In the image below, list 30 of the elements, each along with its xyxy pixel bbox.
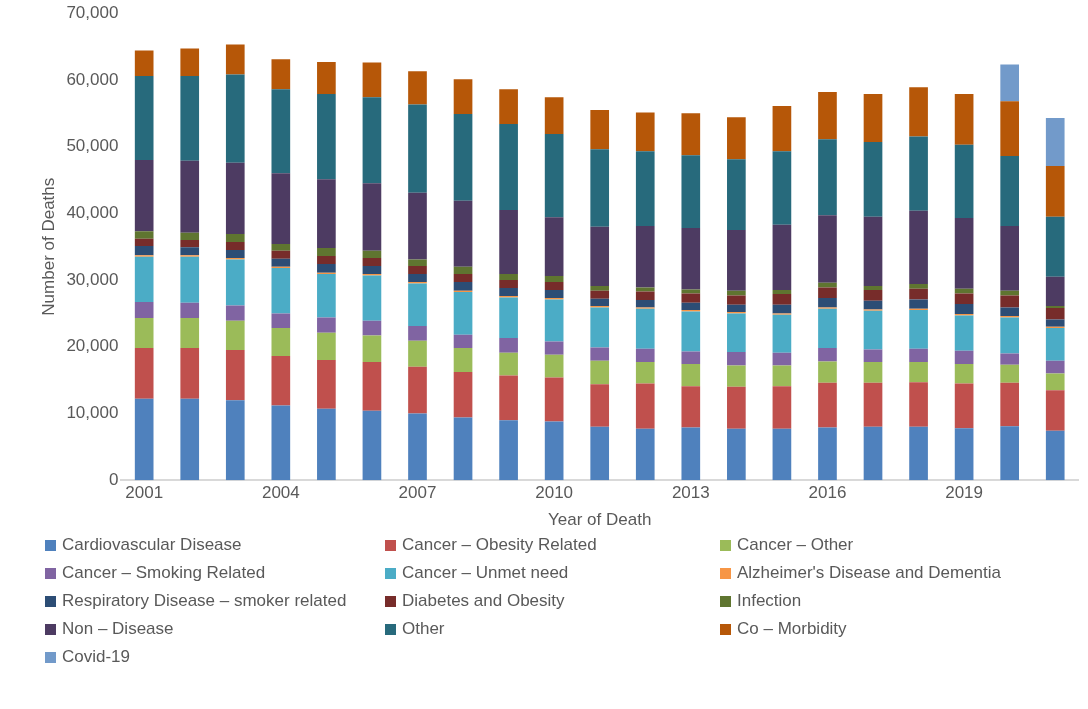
x-tick-label: 2013 [671, 483, 710, 503]
y-axis-title: Number of Deaths [38, 177, 58, 316]
x-tick-label: 2001 [125, 483, 164, 503]
legend-label: Cardiovascular Disease [62, 535, 242, 555]
legend-label: Cancer – Unmet need [402, 563, 569, 583]
x-tick-label: 2007 [398, 483, 437, 503]
legend-label: Alzheimer's Disease and Dementia [737, 563, 1002, 583]
legend-label: Covid-19 [62, 647, 131, 667]
x-tick-label: 2010 [535, 483, 574, 503]
y-tick-label: 20,000 [66, 336, 119, 356]
legend-label: Cancer – Other [737, 535, 854, 555]
legend-label: Co – Morbidity [737, 619, 847, 639]
x-axis-title: Year of Death [548, 510, 652, 530]
y-tick-label: 30,000 [66, 269, 119, 289]
legend-label: Infection [737, 591, 802, 611]
legend-label: Diabetes and Obesity [402, 591, 565, 611]
x-tick-label: 2016 [808, 483, 847, 503]
y-tick-label: 10,000 [66, 403, 119, 423]
legend-label: Respiratory Disease – smoker related [62, 591, 347, 611]
legend-label: Cancer – Smoking Related [62, 563, 266, 583]
legend-label: Other [402, 619, 445, 639]
y-tick-label: 40,000 [66, 203, 119, 223]
y-tick-label: 0 [108, 469, 119, 489]
y-tick-label: 50,000 [66, 136, 119, 156]
x-tick-label: 2019 [945, 483, 984, 503]
y-tick-label: 70,000 [66, 2, 119, 22]
legend-label: Non – Disease [62, 619, 174, 639]
x-tick-label: 2004 [261, 483, 300, 503]
legend-label: Cancer – Obesity Related [402, 535, 597, 555]
y-tick-label: 60,000 [66, 69, 119, 89]
